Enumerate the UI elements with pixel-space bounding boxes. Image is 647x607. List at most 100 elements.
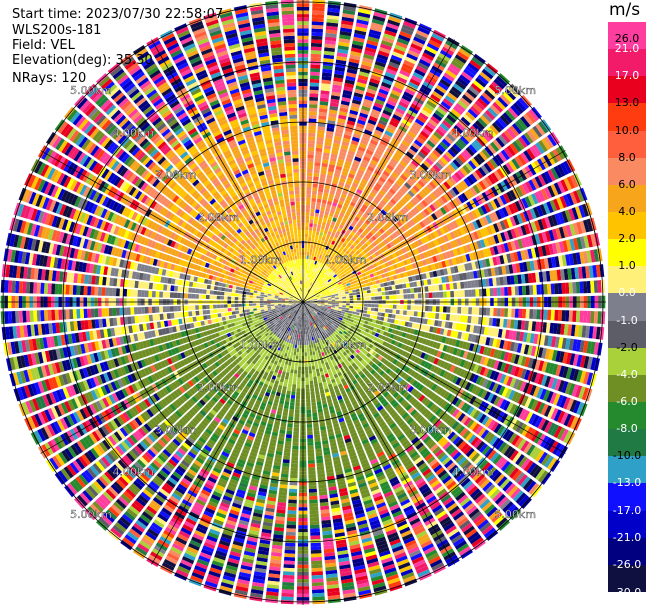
velocity-gate — [403, 91, 414, 99]
velocity-gate — [321, 247, 325, 252]
velocity-gate — [316, 455, 323, 460]
velocity-gate — [407, 130, 417, 139]
velocity-gate — [308, 136, 316, 141]
velocity-gate — [372, 67, 384, 75]
velocity-gate — [456, 315, 461, 322]
velocity-gate — [554, 283, 559, 295]
velocity-gate — [320, 251, 324, 256]
velocity-gate — [396, 294, 401, 300]
velocity-gate — [349, 308, 353, 311]
velocity-gate — [305, 222, 309, 227]
velocity-gate — [397, 73, 409, 81]
velocity-gate — [349, 109, 359, 116]
velocity-gate — [331, 296, 336, 299]
velocity-gate — [315, 272, 319, 277]
velocity-gate — [332, 237, 337, 242]
velocity-gate — [304, 295, 306, 299]
velocity-gate — [318, 364, 323, 369]
velocity-gate — [316, 372, 321, 377]
velocity-gate — [568, 282, 573, 294]
velocity-gate — [327, 4, 341, 10]
velocity-gate — [325, 207, 331, 213]
velocity-gate — [304, 258, 307, 263]
velocity-gate — [380, 312, 385, 317]
velocity-gate — [565, 310, 570, 322]
velocity-gate — [320, 93, 330, 99]
velocity-gate — [366, 286, 371, 290]
velocity-gate — [313, 379, 318, 384]
velocity-gate — [336, 52, 348, 58]
velocity-gate — [330, 208, 335, 214]
velocity-gate — [306, 292, 309, 296]
velocity-gate — [351, 99, 362, 105]
velocity-gate — [378, 176, 386, 183]
velocity-gate — [303, 269, 306, 274]
velocity-gate — [362, 313, 367, 317]
velocity-gate — [328, 302, 332, 305]
velocity-gate — [307, 244, 311, 249]
velocity-gate — [327, 200, 333, 206]
velocity-gate — [316, 227, 321, 232]
velocity-gate — [327, 116, 337, 122]
velocity-gate — [319, 275, 323, 280]
velocity-gate — [323, 214, 329, 219]
velocity-gate — [306, 330, 309, 335]
velocity-gate — [407, 294, 411, 299]
velocity-gate — [408, 81, 419, 90]
velocity-gate — [305, 219, 310, 223]
velocity-gate — [324, 211, 330, 216]
velocity-gate — [306, 341, 309, 345]
velocity-gate — [398, 34, 411, 42]
velocity-gate — [438, 284, 443, 291]
velocity-gate — [590, 311, 595, 324]
velocity-gate — [355, 85, 366, 92]
velocity-gate — [319, 210, 325, 215]
velocity-gate — [396, 304, 401, 310]
velocity-gate — [316, 459, 324, 464]
velocity-gate — [410, 293, 415, 299]
velocity-gate — [353, 92, 364, 98]
velocity-gate — [311, 237, 315, 242]
velocity-gate — [314, 212, 319, 217]
velocity-gate — [330, 157, 337, 162]
velocity-gate — [309, 377, 313, 381]
velocity-gate — [328, 113, 337, 118]
velocity-gate — [550, 283, 555, 295]
velocity-gate — [315, 154, 322, 160]
velocity-gate — [344, 183, 351, 189]
velocity-gate — [306, 416, 312, 421]
velocity-gate — [400, 27, 414, 36]
velocity-gate — [418, 112, 429, 121]
velocity-gate — [303, 327, 306, 331]
velocity-gate — [325, 25, 338, 31]
velocity-gate — [320, 90, 330, 95]
velocity-gate — [318, 235, 323, 240]
velocity-gate — [361, 105, 371, 112]
velocity-gate — [316, 253, 320, 258]
velocity-gate — [385, 295, 390, 300]
velocity-gate — [308, 255, 312, 260]
velocity-gate — [303, 298, 304, 302]
velocity-gate — [375, 57, 388, 64]
velocity-gate — [342, 167, 350, 173]
velocity-gate — [493, 308, 498, 317]
velocity-gate — [386, 127, 395, 134]
velocity-gate — [315, 246, 320, 251]
velocity-gate — [347, 313, 352, 317]
velocity-gate — [357, 146, 366, 152]
velocity-gate — [342, 305, 346, 308]
velocity-gate — [458, 48, 471, 58]
velocity-gate — [365, 282, 370, 287]
velocity-gate — [309, 89, 319, 94]
velocity-gate — [329, 190, 336, 195]
velocity-gate — [394, 44, 407, 52]
velocity-gate — [389, 120, 399, 128]
velocity-gate — [486, 307, 491, 316]
velocity-gate — [375, 126, 385, 133]
velocity-gate — [339, 107, 349, 113]
velocity-gate — [325, 222, 331, 228]
velocity-gate — [346, 120, 356, 126]
velocity-gate — [350, 284, 355, 288]
velocity-gate — [328, 193, 335, 199]
velocity-gate — [386, 22, 399, 30]
